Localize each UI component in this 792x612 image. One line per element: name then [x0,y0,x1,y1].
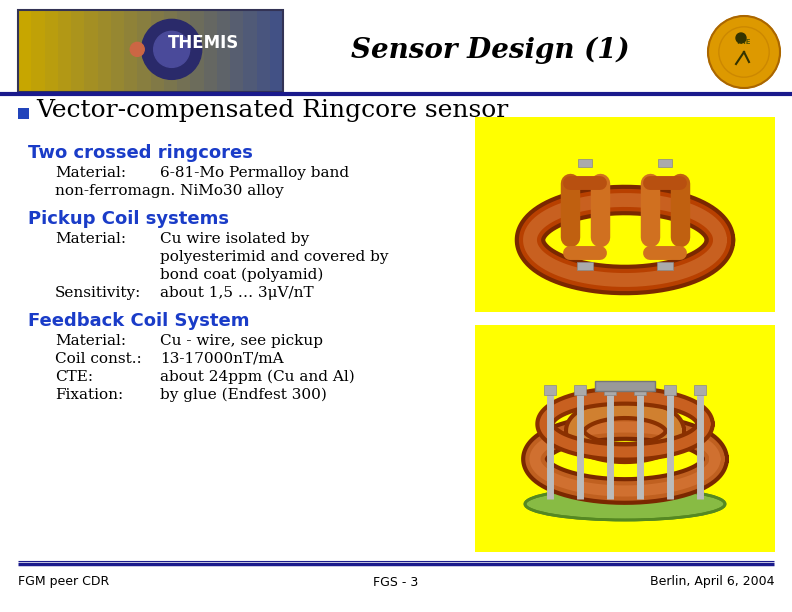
Text: Pickup Coil systems: Pickup Coil systems [28,210,229,228]
Bar [124,10,137,92]
Circle shape [708,16,780,88]
Text: Material:: Material: [55,232,126,246]
Circle shape [130,42,144,56]
Bar [230,10,243,92]
Bar [18,108,29,119]
Bar [694,385,706,395]
Bar [574,385,586,395]
Text: Material:: Material: [55,166,126,180]
Circle shape [154,31,190,67]
Bar [18,10,283,92]
Text: about 1,5 … 3μV/nT: about 1,5 … 3μV/nT [160,286,314,300]
Text: FGS - 3: FGS - 3 [373,575,419,589]
Text: Coil const.:: Coil const.: [55,352,142,366]
Bar [217,10,230,92]
Bar [577,262,593,270]
Text: Material:: Material: [55,334,126,348]
Bar [31,10,44,92]
Bar [204,10,217,92]
Text: CTE:: CTE: [55,370,93,384]
Text: Vector-compensated Ringcore sensor: Vector-compensated Ringcore sensor [36,100,508,122]
Bar [544,385,556,395]
Bar [84,10,97,92]
Bar [270,10,283,92]
Bar [658,159,672,167]
Ellipse shape [525,488,725,520]
Text: 13-17000nT/mA: 13-17000nT/mA [160,352,284,366]
Bar [664,385,676,395]
Text: Cu - wire, see pickup: Cu - wire, see pickup [160,334,323,348]
Bar [634,385,646,395]
Bar [44,10,58,92]
Text: bond coat (polyamid): bond coat (polyamid) [160,268,323,282]
Bar [604,385,616,395]
Text: Feedback Coil System: Feedback Coil System [28,312,249,330]
Circle shape [142,20,202,80]
Text: Sensor Design (1): Sensor Design (1) [351,36,630,64]
Text: 6-81-Mo Permalloy band: 6-81-Mo Permalloy band [160,166,349,180]
Bar [475,117,775,312]
Text: FGM peer CDR: FGM peer CDR [18,575,109,589]
Text: Sensitivity:: Sensitivity: [55,286,142,300]
Circle shape [736,33,746,43]
Text: Fixation:: Fixation: [55,388,124,402]
Bar [595,381,655,391]
Bar [137,10,150,92]
Text: Cu wire isolated by: Cu wire isolated by [160,232,309,246]
Bar [243,10,257,92]
Bar [150,10,164,92]
Text: by glue (Endfest 300): by glue (Endfest 300) [160,388,327,403]
Text: about 24ppm (Cu and Al): about 24ppm (Cu and Al) [160,370,355,384]
Bar [657,262,673,270]
Text: non-ferromagn. NiMo30 alloy: non-ferromagn. NiMo30 alloy [55,184,284,198]
Bar [111,10,124,92]
Text: THEMIS: THEMIS [168,34,239,52]
Bar [475,325,775,552]
Bar [18,10,31,92]
Text: polyesterimid and covered by: polyesterimid and covered by [160,250,389,264]
Bar [164,10,177,92]
Bar [177,10,190,92]
Bar [97,10,111,92]
Text: Berlin, April 6, 2004: Berlin, April 6, 2004 [649,575,774,589]
Bar [257,10,270,92]
Bar [578,159,592,167]
Bar [71,10,84,92]
Bar [58,10,71,92]
Text: THE: THE [737,39,752,45]
Bar [190,10,204,92]
Text: Two crossed ringcores: Two crossed ringcores [28,144,253,162]
